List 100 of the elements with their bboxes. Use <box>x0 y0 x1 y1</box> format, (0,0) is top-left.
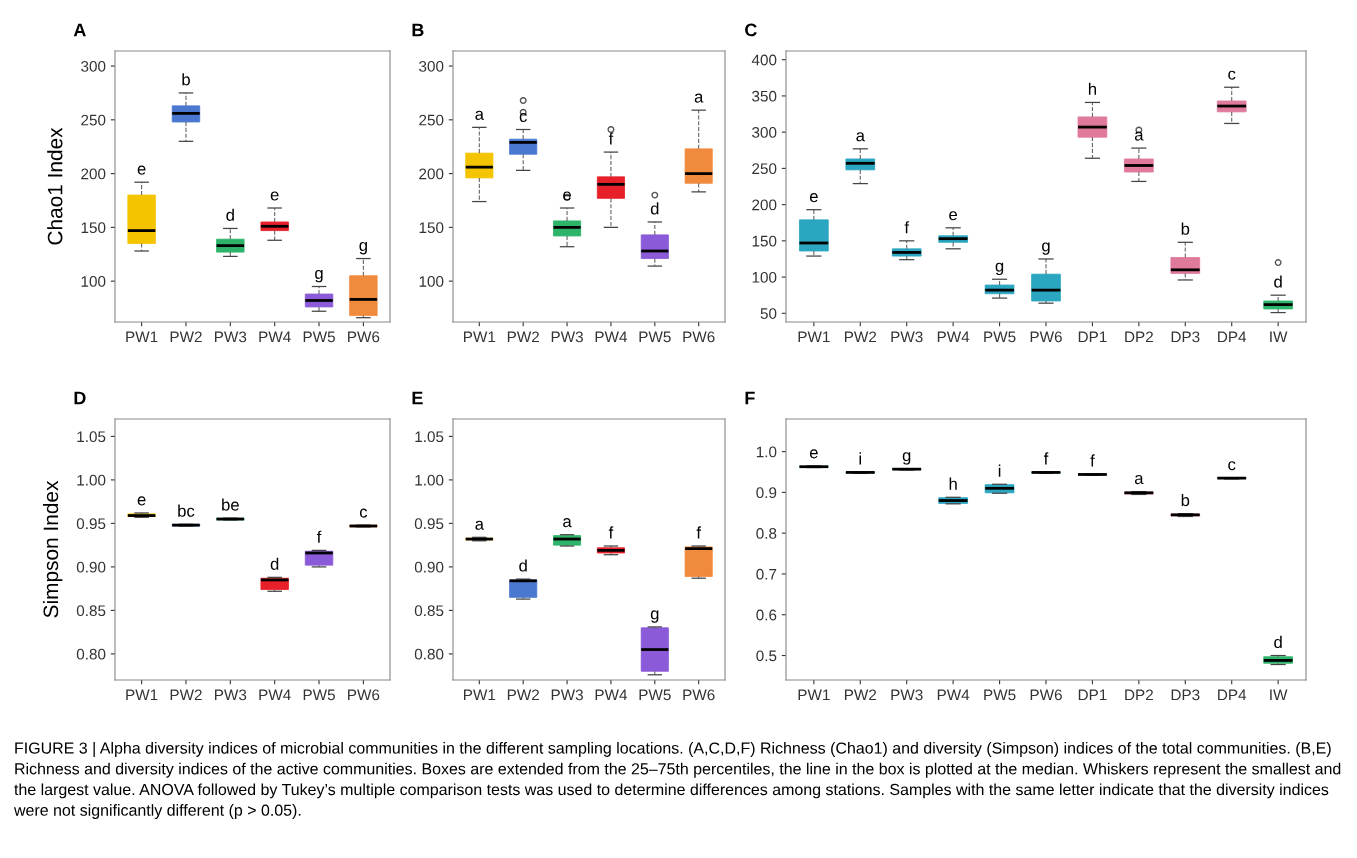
x-tick-label: IW <box>1270 689 1288 701</box>
y-tick-label: 100 <box>81 276 106 287</box>
chart-title: B <box>412 23 424 37</box>
annotation: g <box>902 452 911 465</box>
annotation: f <box>1043 452 1049 465</box>
annotation: h <box>949 477 957 490</box>
y-tick-label: 100 <box>752 271 777 283</box>
y-tick-label: 0.9 <box>756 487 777 499</box>
x-tick-label: PW1 <box>798 331 830 343</box>
x-tick-label: PW6 <box>348 331 380 343</box>
x-tick-label: PW1 <box>798 689 830 701</box>
x-tick-label: IW <box>1270 331 1288 343</box>
x-tick-label: PW5 <box>639 331 671 343</box>
y-tick-label: 400 <box>751 54 777 66</box>
y-axis-title: Chao1 Index <box>47 127 63 245</box>
y-tick-label: 250 <box>752 163 777 175</box>
annotation: b <box>182 73 190 86</box>
annotation: d <box>1274 275 1282 288</box>
annotation: e <box>949 211 958 221</box>
annotation: e <box>809 449 818 459</box>
y-tick-label: 200 <box>419 168 444 180</box>
annotation: e <box>137 165 146 175</box>
annotation: g <box>1042 242 1050 255</box>
x-tick-label: PW1 <box>126 689 158 701</box>
x-tick-label: DP4 <box>1218 689 1247 701</box>
y-axis-title: Simpson Index <box>42 480 63 618</box>
annotation: bc <box>178 504 195 517</box>
annotation: a <box>475 110 484 120</box>
x-tick-label: PW2 <box>507 689 539 701</box>
x-tick-label: PW3 <box>891 331 923 343</box>
annotation: be <box>222 498 239 511</box>
x-tick-label: PW5 <box>639 689 671 701</box>
annotation: d <box>519 559 527 572</box>
x-tick-label: PW6 <box>683 689 715 701</box>
x-tick-label: PW2 <box>844 331 877 343</box>
x-tick-label: PW4 <box>595 689 628 701</box>
y-tick-label: 0.90 <box>414 561 444 573</box>
annotation: i <box>998 464 1001 477</box>
x-tick-label: PW1 <box>464 331 496 343</box>
x-tick-label: PW5 <box>303 331 335 343</box>
x-tick-label: PW5 <box>303 689 335 701</box>
x-tick-label: DP3 <box>1171 331 1200 343</box>
annotation: f <box>696 526 702 539</box>
x-tick-label: PW5 <box>984 331 1016 343</box>
caption: FIGURE 3 | Alpha diversity indices of microbial communities in the different sampling locations. (A,C,D,F) Richness (Chao1) and diversity (Simpson) indices of the total communities. (B,E) Richness and diversity indices of the active communities. Boxes are extended from the 25–75th percentiles, the line in the box is plotted at the median. Whiskers represent the smallest and the largest value. ANOVA followed by Tukey’s multiple comparison tests was used to determine differences among stations. Samples with the same letter indicate that the diversity indices were not significantly different (p > 0.05). <box>13 742 1341 819</box>
x-tick-label: PW2 <box>844 689 877 701</box>
y-tick-label: 350 <box>752 90 777 102</box>
annotation: d <box>1274 635 1282 649</box>
y-tick-label: 0.90 <box>76 561 106 573</box>
x-tick-label: PW3 <box>551 689 583 701</box>
y-tick-label: 250 <box>419 114 444 126</box>
y-tick-label: 0.80 <box>414 648 444 660</box>
annotation: c <box>1228 461 1236 471</box>
x-tick-label: PW4 <box>259 331 291 343</box>
y-tick-label: 200 <box>752 199 777 211</box>
y-tick-label: 200 <box>81 168 106 180</box>
annotation: g <box>315 269 323 283</box>
y-tick-label: 0.95 <box>414 518 444 530</box>
annotation: a <box>694 93 704 103</box>
y-tick-label: 100 <box>419 276 444 287</box>
x-tick-label: PW2 <box>170 689 202 701</box>
annotation: f <box>608 526 614 539</box>
y-tick-label: 0.5 <box>756 650 777 662</box>
y-tick-label: 0.80 <box>76 648 106 660</box>
x-tick-label: PW4 <box>937 689 970 701</box>
annotation: d <box>270 557 279 570</box>
annotation: g <box>995 262 1004 276</box>
x-tick-label: DP1 <box>1078 689 1107 701</box>
chart-title: D <box>74 391 86 405</box>
x-tick-label: PW6 <box>1030 331 1062 343</box>
annotation: e <box>809 193 818 203</box>
x-tick-label: PW2 <box>170 331 202 343</box>
annotation: h <box>1088 82 1096 95</box>
annotation: a <box>563 518 572 528</box>
annotation: c <box>359 508 368 518</box>
annotation: a <box>1134 475 1144 485</box>
annotation: a <box>1134 131 1144 141</box>
y-tick-label: 150 <box>752 235 777 247</box>
y-tick-label: 1.00 <box>415 474 444 486</box>
y-tick-label: 1.05 <box>77 431 106 443</box>
annotation: g <box>650 610 659 623</box>
annotation: a <box>856 132 865 142</box>
annotation: g <box>359 241 367 255</box>
annotation: f <box>1090 454 1095 467</box>
x-tick-label: PW6 <box>683 331 715 343</box>
y-tick-label: 0.7 <box>756 568 777 580</box>
annotation: a <box>475 520 484 530</box>
x-tick-label: PW3 <box>215 331 247 343</box>
x-tick-label: DP3 <box>1171 689 1200 701</box>
annotation: c <box>1228 70 1236 80</box>
x-tick-label: DP2 <box>1125 331 1153 343</box>
y-tick-label: 300 <box>419 60 444 72</box>
y-tick-label: 0.85 <box>76 605 106 617</box>
annotation: f <box>316 530 322 543</box>
y-tick-label: 300 <box>752 127 777 138</box>
x-tick-label: PW5 <box>984 689 1016 701</box>
x-tick-label: PW1 <box>464 689 496 701</box>
x-tick-label: PW6 <box>1030 689 1062 701</box>
y-tick-label: 0.6 <box>756 609 777 621</box>
x-tick-label: PW1 <box>126 331 158 343</box>
